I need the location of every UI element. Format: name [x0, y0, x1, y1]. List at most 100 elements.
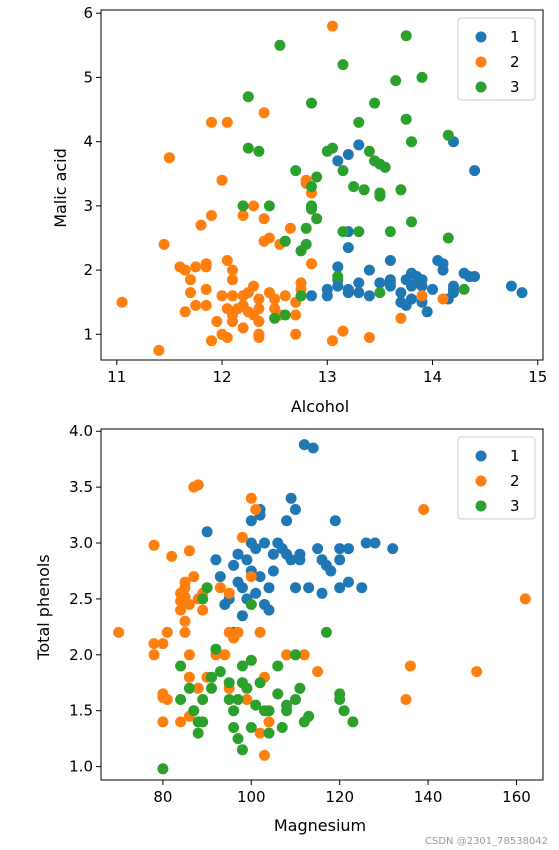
data-point: [163, 152, 175, 164]
data-point: [437, 264, 449, 276]
data-point: [334, 694, 346, 705]
data-point: [228, 722, 240, 733]
data-point: [272, 688, 284, 700]
data-point: [236, 531, 248, 543]
legend-label: 3: [510, 497, 520, 515]
data-point: [374, 187, 386, 199]
data-point: [290, 504, 301, 515]
data-point: [334, 582, 346, 594]
data-point: [211, 316, 223, 327]
data-point: [276, 722, 288, 733]
data-point: [360, 537, 372, 549]
data-point: [245, 515, 257, 527]
data-point: [161, 694, 173, 705]
data-point: [241, 554, 253, 566]
data-point: [183, 682, 195, 694]
data-point: [258, 107, 270, 119]
data-point: [295, 290, 307, 302]
data-point: [179, 306, 191, 318]
data-point: [374, 287, 386, 299]
y-tick-label: 2.5: [69, 590, 93, 608]
data-point: [404, 660, 416, 672]
data-point: [406, 267, 417, 279]
y-tick-label: 1.0: [69, 758, 93, 776]
data-point: [242, 142, 254, 154]
data-point: [179, 626, 191, 638]
data-point: [245, 654, 257, 666]
data-point: [232, 548, 244, 560]
y-tick-label: 3.0: [69, 534, 93, 552]
data-point: [311, 171, 323, 183]
data-point: [153, 344, 165, 356]
data-point: [200, 261, 212, 273]
legend-label: 3: [510, 78, 520, 96]
data-point: [519, 593, 531, 605]
data-point: [157, 638, 169, 650]
data-point: [395, 312, 407, 324]
x-tick-label: 140: [414, 788, 443, 806]
data-point: [161, 626, 173, 638]
x-tick-label: 160: [502, 788, 531, 806]
y-axis-label: Total phenols: [34, 554, 53, 660]
data-point: [269, 293, 281, 305]
data-point: [242, 91, 254, 103]
y-tick-label: 4: [83, 133, 93, 151]
data-point: [250, 699, 262, 711]
data-point: [214, 666, 226, 678]
data-point: [307, 442, 319, 454]
data-point: [294, 554, 306, 566]
data-point: [200, 283, 212, 295]
data-point: [327, 142, 338, 154]
scatter-chart-magnesium-total-phenols: Magnesium Total phenols 80 100 120 140 160 1.…: [34, 422, 544, 835]
data-point: [300, 222, 312, 234]
data-point: [337, 165, 349, 177]
data-point: [281, 699, 293, 711]
data-point: [353, 116, 365, 128]
data-point: [471, 666, 483, 678]
data-point: [363, 332, 375, 343]
x-tick-label: 13: [318, 368, 337, 386]
data-point: [237, 210, 249, 221]
data-point: [329, 515, 341, 527]
data-point: [185, 287, 196, 299]
data-point: [253, 332, 265, 343]
data-point: [223, 587, 235, 599]
data-point: [219, 649, 231, 661]
data-point: [334, 543, 346, 555]
data-point: [285, 554, 297, 566]
data-point: [254, 727, 266, 739]
data-point: [221, 255, 233, 266]
data-point: [321, 283, 333, 295]
data-point: [356, 582, 368, 594]
data-point: [179, 264, 191, 276]
data-point: [227, 290, 238, 302]
data-point: [290, 165, 302, 177]
data-point: [237, 322, 249, 334]
y-tick-label: 5: [83, 68, 93, 86]
data-point: [306, 203, 317, 215]
legend: 1 2 3: [457, 17, 536, 101]
data-point: [469, 271, 481, 282]
data-point: [245, 599, 257, 610]
data-point: [363, 145, 375, 157]
data-point: [416, 290, 428, 302]
data-point: [245, 722, 257, 733]
x-tick-label: 12: [212, 368, 231, 386]
data-point: [253, 293, 265, 305]
data-point: [387, 543, 399, 555]
data-point: [343, 543, 354, 555]
data-points: [113, 439, 531, 775]
x-axis-label: Magnesium: [274, 816, 366, 835]
data-point: [185, 274, 196, 286]
data-point: [516, 287, 528, 299]
data-point: [342, 287, 354, 299]
data-point: [416, 274, 428, 286]
data-point: [406, 216, 417, 228]
data-point: [311, 213, 323, 225]
data-point: [232, 626, 244, 638]
data-point: [303, 582, 315, 594]
data-point: [113, 626, 125, 638]
data-point: [188, 571, 200, 583]
data-point: [248, 200, 260, 212]
